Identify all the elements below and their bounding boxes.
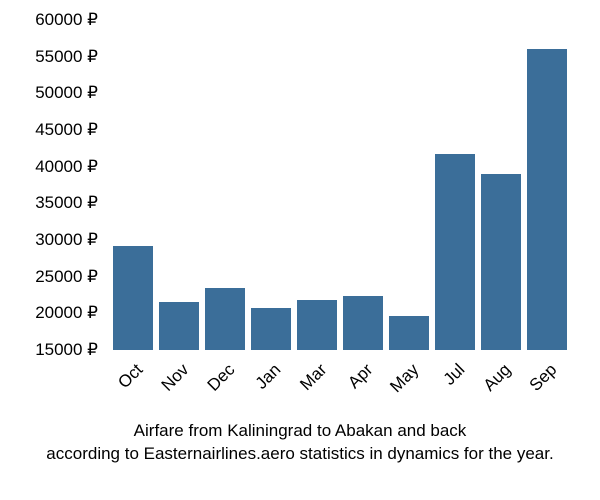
y-tick-label: 25000 ₽ xyxy=(0,267,98,287)
x-tick-label: Jul xyxy=(440,360,470,390)
caption-line: according to Easternairlines.aero statis… xyxy=(0,443,600,466)
bar xyxy=(435,154,475,350)
bar xyxy=(251,308,291,350)
y-tick-label: 15000 ₽ xyxy=(0,340,98,360)
x-tick-label: Dec xyxy=(204,360,240,396)
y-tick-label: 60000 ₽ xyxy=(0,10,98,30)
y-tick-label: 30000 ₽ xyxy=(0,230,98,250)
x-tick-label: Nov xyxy=(158,360,194,396)
x-tick-label: Mar xyxy=(296,360,331,395)
bar xyxy=(389,316,429,350)
x-tick-label: Sep xyxy=(526,360,562,396)
y-tick-label: 40000 ₽ xyxy=(0,157,98,177)
y-tick-label: 45000 ₽ xyxy=(0,120,98,140)
x-tick-label: Apr xyxy=(344,360,377,393)
bar xyxy=(343,296,383,350)
x-tick-label: Jan xyxy=(252,360,286,394)
bar xyxy=(297,300,337,350)
bar xyxy=(159,302,199,350)
caption-line: Airfare from Kaliningrad to Abakan and b… xyxy=(0,420,600,443)
bar xyxy=(481,174,521,350)
x-tick-label: Oct xyxy=(114,360,147,393)
bar xyxy=(205,288,245,350)
x-tick-label: Aug xyxy=(480,360,516,396)
chart-caption: Airfare from Kaliningrad to Abakan and b… xyxy=(0,420,600,466)
y-tick-label: 20000 ₽ xyxy=(0,303,98,323)
x-tick-label: May xyxy=(386,360,423,397)
y-tick-label: 55000 ₽ xyxy=(0,47,98,67)
y-tick-label: 50000 ₽ xyxy=(0,83,98,103)
plot-area xyxy=(110,20,570,350)
bar xyxy=(527,49,567,350)
airfare-bar-chart: 15000 ₽ 20000 ₽ 25000 ₽ 30000 ₽ 35000 ₽ 40000… xyxy=(0,0,600,500)
y-tick-label: 35000 ₽ xyxy=(0,193,98,213)
bar xyxy=(113,246,153,350)
